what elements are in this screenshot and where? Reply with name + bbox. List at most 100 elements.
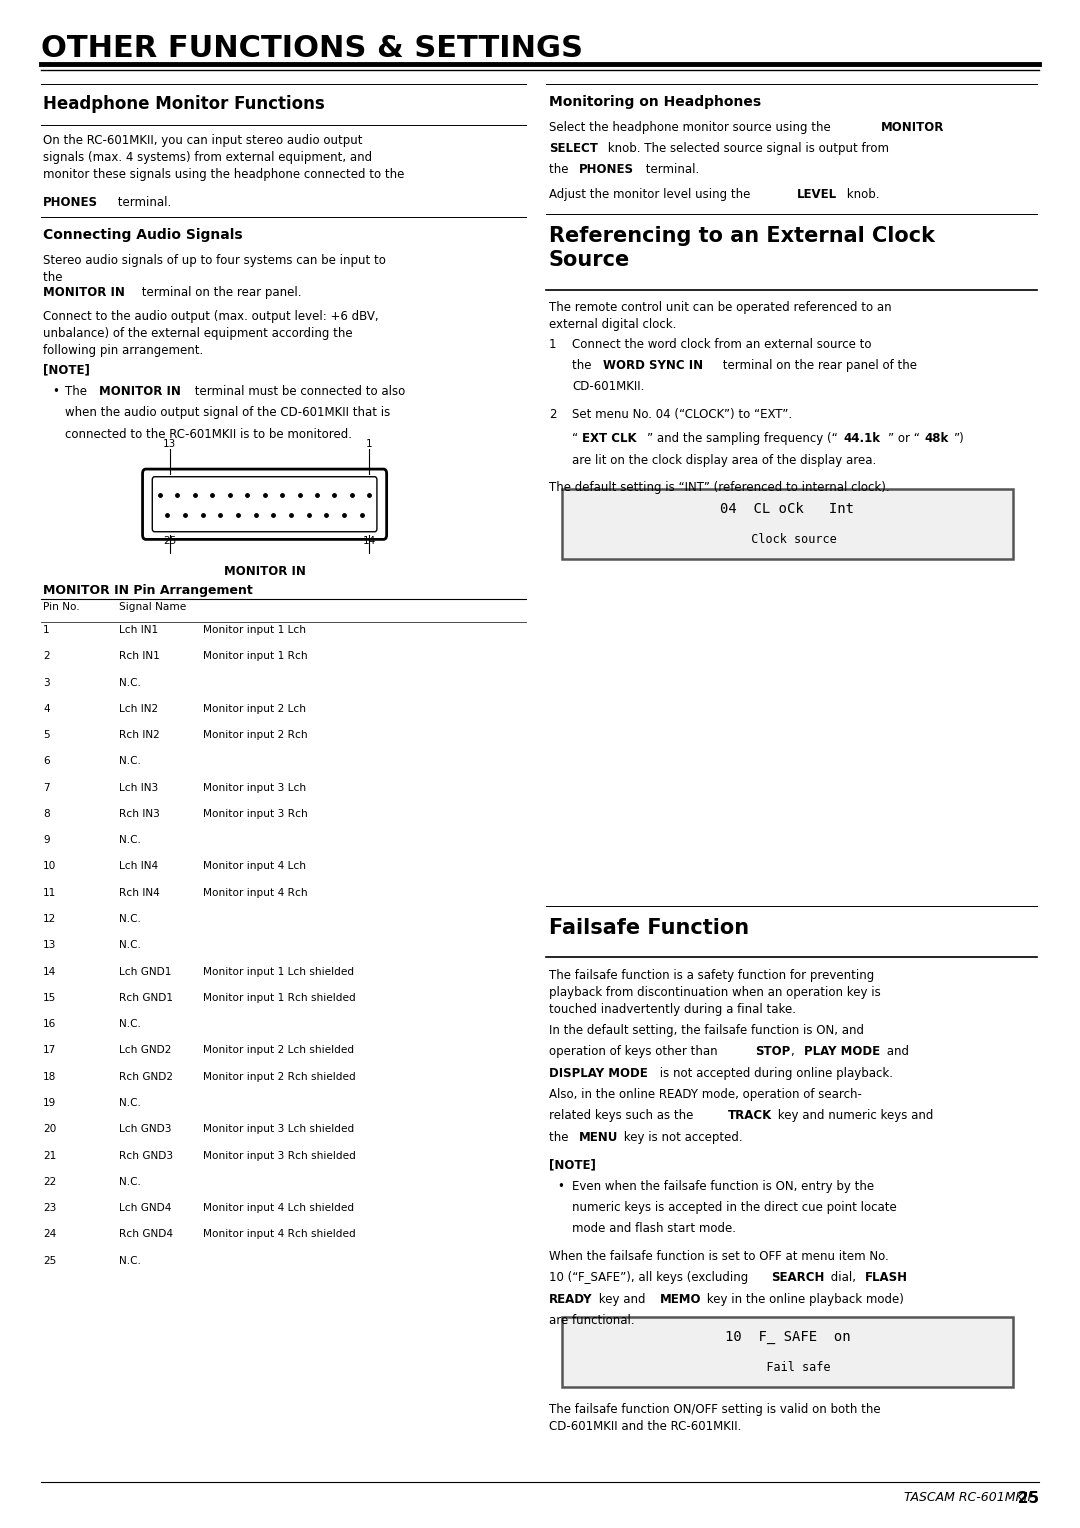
Text: [NOTE]: [NOTE] <box>549 1158 595 1172</box>
Text: dial,: dial, <box>827 1271 860 1285</box>
Text: MENU: MENU <box>579 1131 618 1144</box>
Text: CD-601MKII.: CD-601MKII. <box>572 380 645 394</box>
Text: the: the <box>549 163 572 177</box>
Text: 1: 1 <box>366 439 373 449</box>
Text: PLAY MODE: PLAY MODE <box>804 1045 879 1059</box>
Text: Monitor input 2 Rch: Monitor input 2 Rch <box>203 730 308 740</box>
Text: terminal.: terminal. <box>642 163 699 177</box>
Text: operation of keys other than: operation of keys other than <box>549 1045 721 1059</box>
Text: Even when the failsafe function is ON, entry by the: Even when the failsafe function is ON, e… <box>572 1180 875 1193</box>
Text: 04  CL oCk   Int: 04 CL oCk Int <box>720 501 854 515</box>
Text: Monitoring on Headphones: Monitoring on Headphones <box>549 95 760 108</box>
Text: 16: 16 <box>43 1019 56 1030</box>
Text: mode and flash start mode.: mode and flash start mode. <box>572 1222 737 1236</box>
Text: N.C.: N.C. <box>119 914 140 924</box>
Text: Rch IN4: Rch IN4 <box>119 888 160 898</box>
Text: DISPLAY MODE: DISPLAY MODE <box>549 1067 647 1080</box>
Text: 25: 25 <box>163 536 176 547</box>
Text: knob. The selected source signal is output from: knob. The selected source signal is outp… <box>604 142 889 156</box>
Text: 20: 20 <box>43 1125 56 1134</box>
Text: 25: 25 <box>918 1491 1039 1507</box>
Text: PHONES: PHONES <box>43 196 98 209</box>
Text: 19: 19 <box>43 1099 56 1108</box>
Text: TASCAM RC-601MKII: TASCAM RC-601MKII <box>904 1491 1039 1505</box>
Text: [NOTE]: [NOTE] <box>43 364 90 377</box>
Text: ” or “: ” or “ <box>888 432 920 446</box>
Text: Failsafe Function: Failsafe Function <box>549 918 748 938</box>
Text: are functional.: are functional. <box>549 1314 634 1328</box>
Text: N.C.: N.C. <box>119 836 140 845</box>
FancyBboxPatch shape <box>152 477 377 532</box>
Text: MONITOR: MONITOR <box>881 121 945 134</box>
Text: ,: , <box>791 1045 798 1059</box>
Text: 10  F_ SAFE  on: 10 F_ SAFE on <box>725 1329 850 1343</box>
Text: Stereo audio signals of up to four systems can be input to
the: Stereo audio signals of up to four syste… <box>43 254 386 284</box>
Text: is not accepted during online playback.: is not accepted during online playback. <box>656 1067 892 1080</box>
Text: MONITOR IN Pin Arrangement: MONITOR IN Pin Arrangement <box>43 584 253 597</box>
Text: 24: 24 <box>43 1230 56 1239</box>
Text: Monitor input 4 Lch shielded: Monitor input 4 Lch shielded <box>203 1203 354 1213</box>
Text: Monitor input 4 Lch: Monitor input 4 Lch <box>203 862 306 871</box>
Text: 9: 9 <box>43 836 50 845</box>
Text: Monitor input 1 Lch shielded: Monitor input 1 Lch shielded <box>203 967 354 976</box>
Text: 2: 2 <box>549 408 556 422</box>
Text: 6: 6 <box>43 756 50 767</box>
Text: READY: READY <box>549 1293 592 1306</box>
Text: 4: 4 <box>43 704 50 714</box>
Text: “: “ <box>572 432 579 446</box>
Text: SELECT: SELECT <box>549 142 597 156</box>
Text: N.C.: N.C. <box>119 940 140 950</box>
Text: key in the online playback mode): key in the online playback mode) <box>703 1293 904 1306</box>
Text: LEVEL: LEVEL <box>797 188 837 202</box>
Text: 14: 14 <box>43 967 56 976</box>
Text: TRACK: TRACK <box>728 1109 772 1123</box>
Bar <box>562 1317 1013 1387</box>
Text: terminal on the rear panel.: terminal on the rear panel. <box>138 286 301 299</box>
Text: related keys such as the: related keys such as the <box>549 1109 697 1123</box>
Text: Lch GND2: Lch GND2 <box>119 1045 171 1056</box>
Text: 10 (“F_SAFE”), all keys (excluding: 10 (“F_SAFE”), all keys (excluding <box>549 1271 752 1285</box>
Text: Rch GND2: Rch GND2 <box>119 1071 173 1082</box>
Text: Rch GND1: Rch GND1 <box>119 993 173 1002</box>
Text: Monitor input 4 Rch shielded: Monitor input 4 Rch shielded <box>203 1230 355 1239</box>
Text: key and: key and <box>595 1293 649 1306</box>
Text: 5: 5 <box>43 730 50 740</box>
Text: 23: 23 <box>43 1203 56 1213</box>
Text: Fail safe: Fail safe <box>744 1361 831 1374</box>
Text: Monitor input 2 Lch shielded: Monitor input 2 Lch shielded <box>203 1045 354 1056</box>
Text: Monitor input 1 Rch: Monitor input 1 Rch <box>203 651 308 662</box>
Text: N.C.: N.C. <box>119 677 140 688</box>
Text: Rch IN3: Rch IN3 <box>119 808 160 819</box>
Text: Connecting Audio Signals: Connecting Audio Signals <box>43 228 243 241</box>
Text: Set menu No. 04 (“CLOCK”) to “EXT”.: Set menu No. 04 (“CLOCK”) to “EXT”. <box>572 408 793 422</box>
Text: EXT CLK: EXT CLK <box>582 432 637 446</box>
Text: Monitor input 3 Lch: Monitor input 3 Lch <box>203 782 306 793</box>
Text: 21: 21 <box>43 1151 56 1161</box>
Text: terminal on the rear panel of the: terminal on the rear panel of the <box>719 359 917 373</box>
Text: 14: 14 <box>363 536 376 547</box>
Text: 15: 15 <box>43 993 56 1002</box>
Text: Monitor input 2 Lch: Monitor input 2 Lch <box>203 704 306 714</box>
Text: Adjust the monitor level using the: Adjust the monitor level using the <box>549 188 754 202</box>
Text: MONITOR IN: MONITOR IN <box>43 286 125 299</box>
Text: ” and the sampling frequency (“: ” and the sampling frequency (“ <box>647 432 838 446</box>
Text: STOP: STOP <box>755 1045 791 1059</box>
Text: knob.: knob. <box>843 188 880 202</box>
Text: Rch GND4: Rch GND4 <box>119 1230 173 1239</box>
Text: •: • <box>557 1180 564 1193</box>
Text: FLASH: FLASH <box>865 1271 908 1285</box>
Text: Monitor input 1 Rch shielded: Monitor input 1 Rch shielded <box>203 993 355 1002</box>
Text: Clock source: Clock source <box>738 533 837 545</box>
Text: 22: 22 <box>43 1177 56 1187</box>
Text: Signal Name: Signal Name <box>119 602 186 613</box>
Text: When the failsafe function is set to OFF at menu item No.: When the failsafe function is set to OFF… <box>549 1250 889 1264</box>
Text: Pin No.: Pin No. <box>43 602 80 613</box>
Text: SEARCH: SEARCH <box>771 1271 824 1285</box>
Text: 2: 2 <box>43 651 50 662</box>
Text: 3: 3 <box>43 677 50 688</box>
Text: N.C.: N.C. <box>119 1256 140 1265</box>
Text: OTHER FUNCTIONS & SETTINGS: OTHER FUNCTIONS & SETTINGS <box>41 34 583 63</box>
Text: Lch GND4: Lch GND4 <box>119 1203 171 1213</box>
Text: The failsafe function is a safety function for preventing
playback from disconti: The failsafe function is a safety functi… <box>549 969 880 1016</box>
Text: 48k: 48k <box>924 432 948 446</box>
